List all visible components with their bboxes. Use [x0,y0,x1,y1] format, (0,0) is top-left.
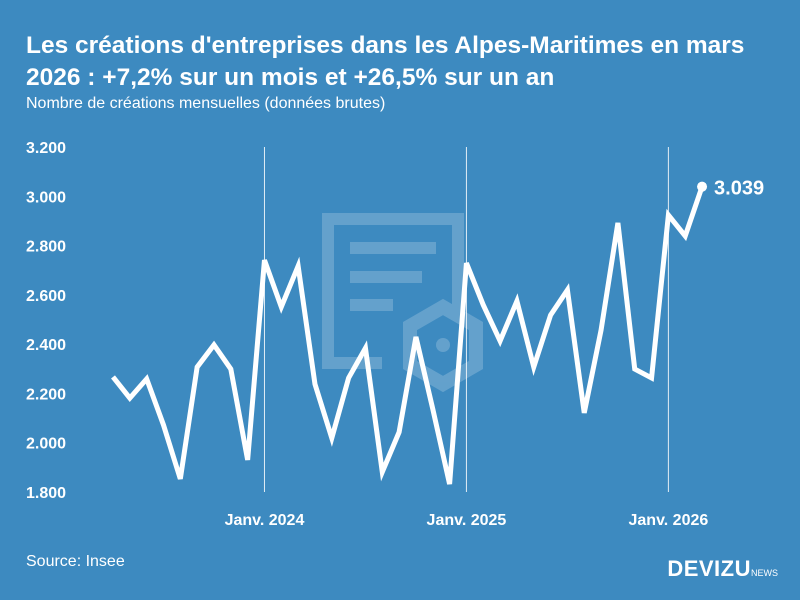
brand-logo: DEVIZUNEWS [667,556,778,582]
y-tick-label: 2.200 [26,386,66,403]
last-value-label: 3.039 [714,178,764,200]
brand-name: DEVIZU [667,556,751,581]
chart-subtitle: Nombre de créations mensuelles (données … [26,95,386,112]
y-tick-label: 2.800 [26,239,66,256]
data-point [697,181,708,192]
source-note: Source: Insee [26,553,125,570]
watermark-document-icon [322,213,483,393]
y-tick-label: 2.000 [26,436,66,453]
y-tick-label: 3.200 [26,140,66,157]
chart-title: Les créations d'entreprises dans les Alp… [26,32,745,91]
x-tick-label: Janv. 2026 [629,512,709,529]
x-tick-label: Janv. 2025 [427,512,507,529]
brand-suffix: NEWS [751,568,778,578]
y-tick-label: 2.400 [26,337,66,354]
y-tick-label: 1.800 [26,485,66,502]
y-tick-label: 2.600 [26,288,66,305]
series-line [111,185,705,485]
y-tick-label: 3.000 [26,189,66,206]
x-tick-label: Janv. 2024 [225,512,305,529]
